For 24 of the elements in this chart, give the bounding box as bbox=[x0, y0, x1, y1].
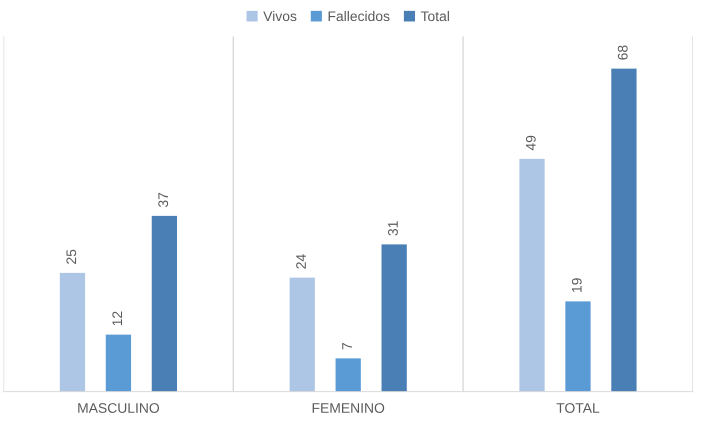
bar bbox=[565, 301, 591, 392]
bar bbox=[106, 334, 132, 392]
legend-label: Total bbox=[420, 10, 449, 22]
data-label: 12 bbox=[112, 312, 122, 326]
data-label: 24 bbox=[296, 254, 306, 269]
x-tick-label: MASCULINO bbox=[78, 403, 160, 413]
bar bbox=[611, 68, 637, 392]
bar bbox=[336, 358, 361, 392]
x-tick-label: TOTAL bbox=[556, 403, 600, 413]
data-label: 25 bbox=[66, 250, 76, 264]
legend-label: Vivos bbox=[263, 10, 296, 22]
legend-label: Fallecidos bbox=[328, 10, 390, 22]
bar bbox=[152, 216, 178, 392]
data-label: 7 bbox=[342, 343, 352, 350]
bar bbox=[382, 244, 407, 392]
bar bbox=[290, 278, 315, 392]
bar bbox=[519, 158, 545, 392]
data-label: 49 bbox=[526, 136, 536, 150]
data-label: 68 bbox=[618, 45, 628, 60]
bar bbox=[60, 272, 86, 392]
x-tick-label: FEMENINO bbox=[312, 403, 384, 413]
data-label: 31 bbox=[388, 221, 398, 236]
data-label: 19 bbox=[572, 278, 582, 292]
data-label: 37 bbox=[158, 192, 168, 208]
